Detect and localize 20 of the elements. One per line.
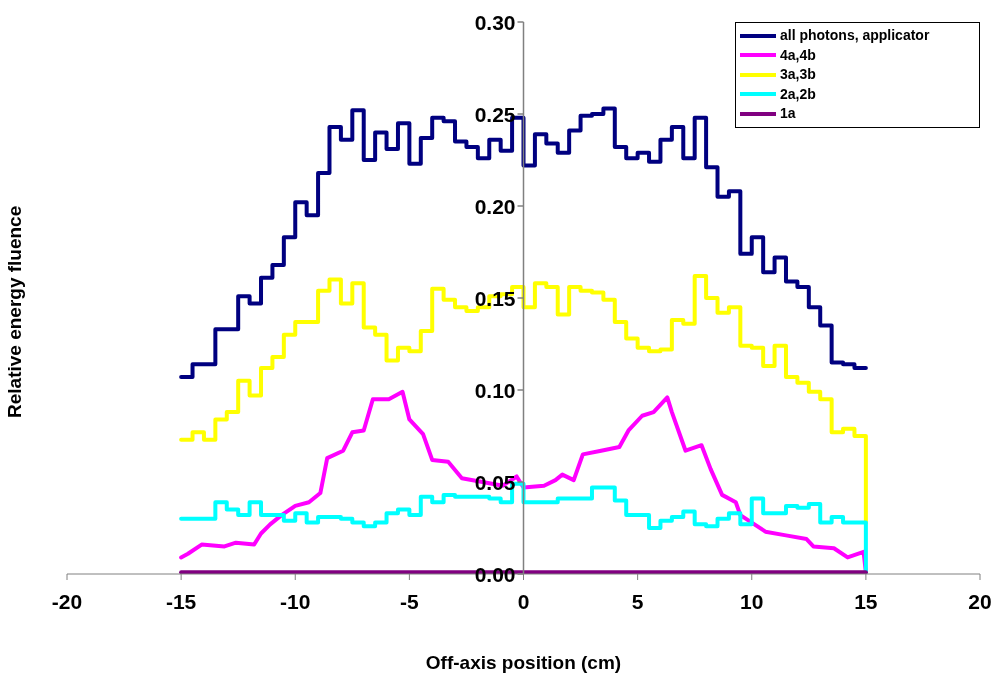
- y-tick-label: 0.10: [474, 378, 516, 402]
- y-tick-label: 0.30: [474, 10, 516, 34]
- y-axis-title: Relative energy fluence: [3, 205, 25, 418]
- y-tick-label: 0.20: [474, 194, 516, 218]
- legend-label: 1a: [780, 104, 796, 123]
- y-tick-label: 0.25: [474, 102, 516, 126]
- legend-label: all photons, applicator: [780, 26, 930, 45]
- legend-label: 4a,4b: [780, 45, 816, 65]
- x-tick-label: -5: [400, 589, 420, 613]
- x-tick-label: 20: [968, 589, 992, 613]
- x-tick-label: 10: [740, 589, 764, 613]
- x-tick-label: -20: [51, 589, 83, 613]
- x-axis-title: Off-axis position (cm): [425, 652, 622, 673]
- x-tick-label: 15: [854, 589, 878, 613]
- legend-label: 2a,2b: [780, 84, 816, 104]
- x-tick-label: -10: [280, 589, 311, 613]
- x-tick-label: 0: [517, 589, 530, 613]
- x-tick-label: 5: [631, 589, 644, 613]
- legend-label: 3a,3b: [780, 65, 816, 84]
- x-tick-label: -15: [165, 589, 197, 613]
